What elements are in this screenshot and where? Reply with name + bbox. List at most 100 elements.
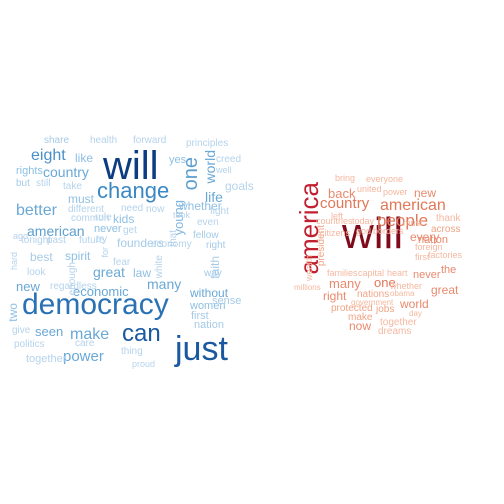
word-right-countries: countries xyxy=(316,216,353,226)
word-left-still: still xyxy=(36,178,51,189)
word-left-goals: goals xyxy=(225,179,254,193)
word-left-fear: fear xyxy=(113,257,131,268)
word-left-power: power xyxy=(63,348,104,365)
word-left-best: best xyxy=(30,250,53,264)
word-right-right: right xyxy=(323,289,347,303)
word-left-care: care xyxy=(75,338,95,349)
word-right-nations: nations xyxy=(357,289,390,300)
word-left-health: health xyxy=(90,135,118,146)
word-right-day: day xyxy=(409,309,422,318)
word-left-politics: politics xyxy=(14,339,45,350)
word-left-past: past xyxy=(47,235,66,246)
word-left-creed: creed xyxy=(216,154,242,165)
word-right-will: will xyxy=(342,209,404,258)
word-left-just: just xyxy=(175,330,228,368)
word-right-government: government xyxy=(351,298,394,307)
word-left-women: women xyxy=(190,300,226,312)
word-left-fight: fight xyxy=(210,206,229,217)
word-left-common: common xyxy=(71,213,110,224)
word-right-millions: millions xyxy=(294,283,321,292)
word-right-everyone: everyone xyxy=(366,174,404,184)
word-left-will: will xyxy=(103,144,159,188)
word-right-nation: nation xyxy=(418,234,448,246)
word-left-first: first xyxy=(191,310,209,322)
word-right-foreign: foreign xyxy=(415,242,443,252)
word-right-families: families xyxy=(327,268,358,278)
word-right-must: must xyxy=(403,218,423,228)
word-left-ago: ago xyxy=(13,231,29,241)
word-left-law: law xyxy=(133,266,152,280)
word-right-every: every xyxy=(410,230,440,244)
word-right-citizens: citizens xyxy=(320,228,351,238)
word-right-many: many xyxy=(329,276,361,291)
word-right-heart: heart xyxy=(387,268,408,278)
word-right-left: left xyxy=(331,211,344,221)
word-left-even: even xyxy=(197,217,219,228)
word-right-american: american xyxy=(380,197,446,214)
word-left-proud: proud xyxy=(132,359,156,369)
word-right-thank: thank xyxy=(436,213,461,224)
word-left-forward: forward xyxy=(133,135,167,146)
word-left-principles: principles xyxy=(186,138,229,149)
word-right-obama: obama xyxy=(390,289,415,298)
word-right-country: country xyxy=(320,195,370,212)
word-left-democracy: democracy xyxy=(22,288,169,321)
word-right-bring: bring xyxy=(335,173,356,183)
word-right-together: together xyxy=(380,317,417,328)
word-left-white: white xyxy=(154,255,165,279)
word-left-never: never xyxy=(94,223,122,235)
word-left-better: better xyxy=(16,202,57,219)
word-left-get: get xyxy=(123,225,137,236)
word-left-country: country xyxy=(43,164,89,180)
word-left-that: that xyxy=(168,230,179,247)
word-left-future: future xyxy=(79,235,105,246)
word-left-share: share xyxy=(44,135,70,146)
word-left-look: look xyxy=(27,267,46,278)
word-left-eight: eight xyxy=(31,147,66,164)
word-right-first: first xyxy=(415,252,430,262)
word-right-the: the xyxy=(441,264,457,276)
word-right-power: power xyxy=(383,187,408,197)
word-left-regardless: regardless xyxy=(50,281,97,292)
word-right-wealth: wealth xyxy=(304,255,314,282)
word-right-jobs: jobs xyxy=(376,304,395,315)
word-left-now: now xyxy=(146,204,165,215)
word-left-right: right xyxy=(206,240,226,251)
word-left-well: well xyxy=(216,165,232,175)
word-left-world: world xyxy=(202,150,218,184)
word-left-but: but xyxy=(16,178,30,189)
word-left-spirit: spirit xyxy=(65,249,91,263)
word-left-fellow: fellow xyxy=(193,230,219,241)
word-left-way: way xyxy=(204,268,222,279)
word-left-sense: sense xyxy=(212,295,242,307)
word-left-thing: thing xyxy=(121,346,143,357)
word-right-now: now xyxy=(349,319,372,333)
word-right-world: world xyxy=(400,297,429,311)
word-right-today: today xyxy=(352,216,375,226)
word-left-must: must xyxy=(68,192,95,206)
word-left-founders: founders xyxy=(117,236,164,250)
word-left-economy: economy xyxy=(151,239,192,250)
word-left-give: give xyxy=(12,325,31,336)
word-left-rule: rule xyxy=(95,212,112,223)
word-left-great: great xyxy=(93,264,125,280)
word-left-take: take xyxy=(63,181,82,192)
word-left-like: like xyxy=(75,151,94,165)
word-left-new: new xyxy=(16,279,40,294)
word-left-seen: seen xyxy=(35,324,64,339)
word-right-make: make xyxy=(348,312,373,323)
word-right-protected: protected xyxy=(331,303,373,314)
word-left-nation: nation xyxy=(194,319,224,331)
word-right-one: one xyxy=(374,275,396,290)
word-left-tonight: tonight xyxy=(21,235,52,246)
word-right-whether: whether xyxy=(390,281,423,291)
word-right-back: back xyxy=(328,186,356,201)
word-left-different: different xyxy=(68,204,104,215)
word-left-rights: rights xyxy=(16,165,43,177)
word-right-great: great xyxy=(431,283,459,297)
word-right-borders: borders xyxy=(373,226,404,236)
word-right-capital: capital xyxy=(358,268,385,278)
word-left-life: life xyxy=(205,189,223,205)
word-left-try: try xyxy=(96,234,108,245)
